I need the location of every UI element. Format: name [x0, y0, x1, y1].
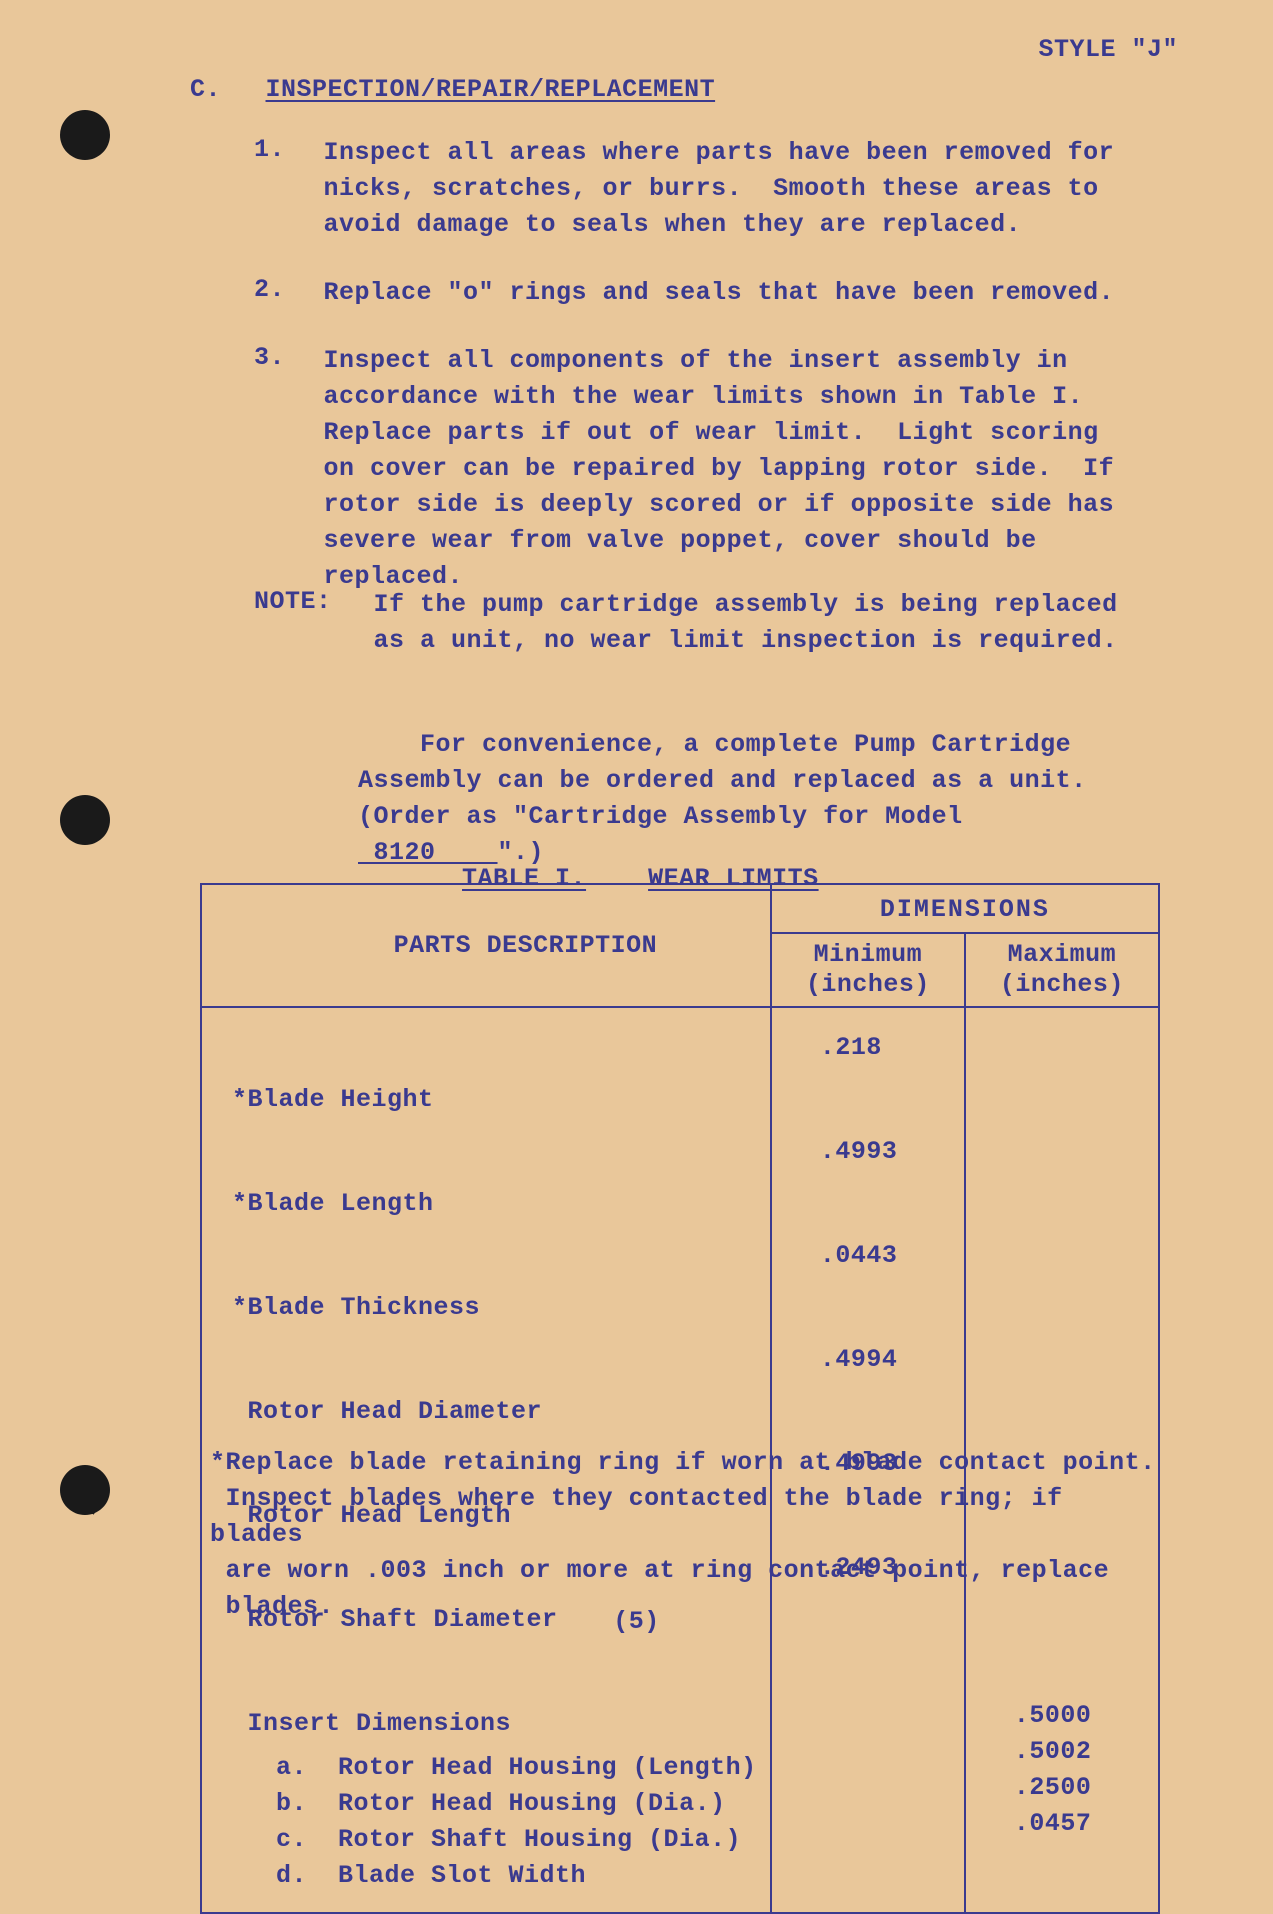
item-number: 3. — [254, 343, 308, 372]
item-number: 2. — [254, 275, 308, 304]
header-maximum-unit: (inches) — [1000, 970, 1124, 999]
item-text: Replace "o" rings and seals that have be… — [324, 275, 1168, 311]
punch-hole — [60, 795, 110, 845]
section-letter: C. — [190, 75, 250, 104]
page-number: (5) — [0, 1607, 1273, 1636]
note-text-1: If the pump cartridge assembly is being … — [374, 587, 1174, 659]
wear-limits-table: PARTS DESCRIPTION DIMENSIONS Minimum (in… — [200, 883, 1160, 1914]
list-item-1: 1. Inspect all areas where parts have be… — [254, 135, 1174, 243]
header-dimensions: DIMENSIONS — [771, 884, 1159, 933]
note-block: NOTE: If the pump cartridge assembly is … — [254, 587, 1174, 659]
max-values: .5000 .5002 .2500 .0457 — [1014, 1698, 1158, 1842]
note-text-2-pre: For convenience, a complete Pump Cartrid… — [358, 730, 1087, 831]
header-maximum-label: Maximum — [1008, 940, 1117, 969]
list-item-3: 3. Inspect all components of the insert … — [254, 343, 1174, 595]
header-minimum-label: Minimum — [814, 940, 923, 969]
header-minimum: Minimum (inches) — [771, 933, 965, 1007]
insert-dimensions-sublist: a. Rotor Head Housing (Length) b. Rotor … — [232, 1750, 770, 1894]
parts-list: *Blade Height *Blade Length *Blade Thick… — [232, 1085, 558, 1738]
style-label: STYLE "J" — [1038, 35, 1178, 64]
punch-hole — [60, 1465, 110, 1515]
header-maximum: Maximum (inches) — [965, 933, 1159, 1007]
item-number: 1. — [254, 135, 308, 164]
section-header: C. INSPECTION/REPAIR/REPLACEMENT — [190, 75, 715, 104]
header-minimum-unit: (inches) — [806, 970, 930, 999]
item-text: Inspect all components of the insert ass… — [324, 343, 1168, 595]
header-parts-description: PARTS DESCRIPTION — [201, 884, 771, 1007]
list-item-2: 2. Replace "o" rings and seals that have… — [254, 275, 1174, 311]
footnote: *Replace blade retaining ring if worn at… — [210, 1445, 1170, 1625]
item-text: Inspect all areas where parts have been … — [324, 135, 1168, 243]
section-title: INSPECTION/REPAIR/REPLACEMENT — [266, 75, 716, 104]
table-header-row: PARTS DESCRIPTION DIMENSIONS — [201, 884, 1159, 933]
note-label: NOTE: — [254, 587, 358, 616]
punch-hole — [60, 110, 110, 160]
